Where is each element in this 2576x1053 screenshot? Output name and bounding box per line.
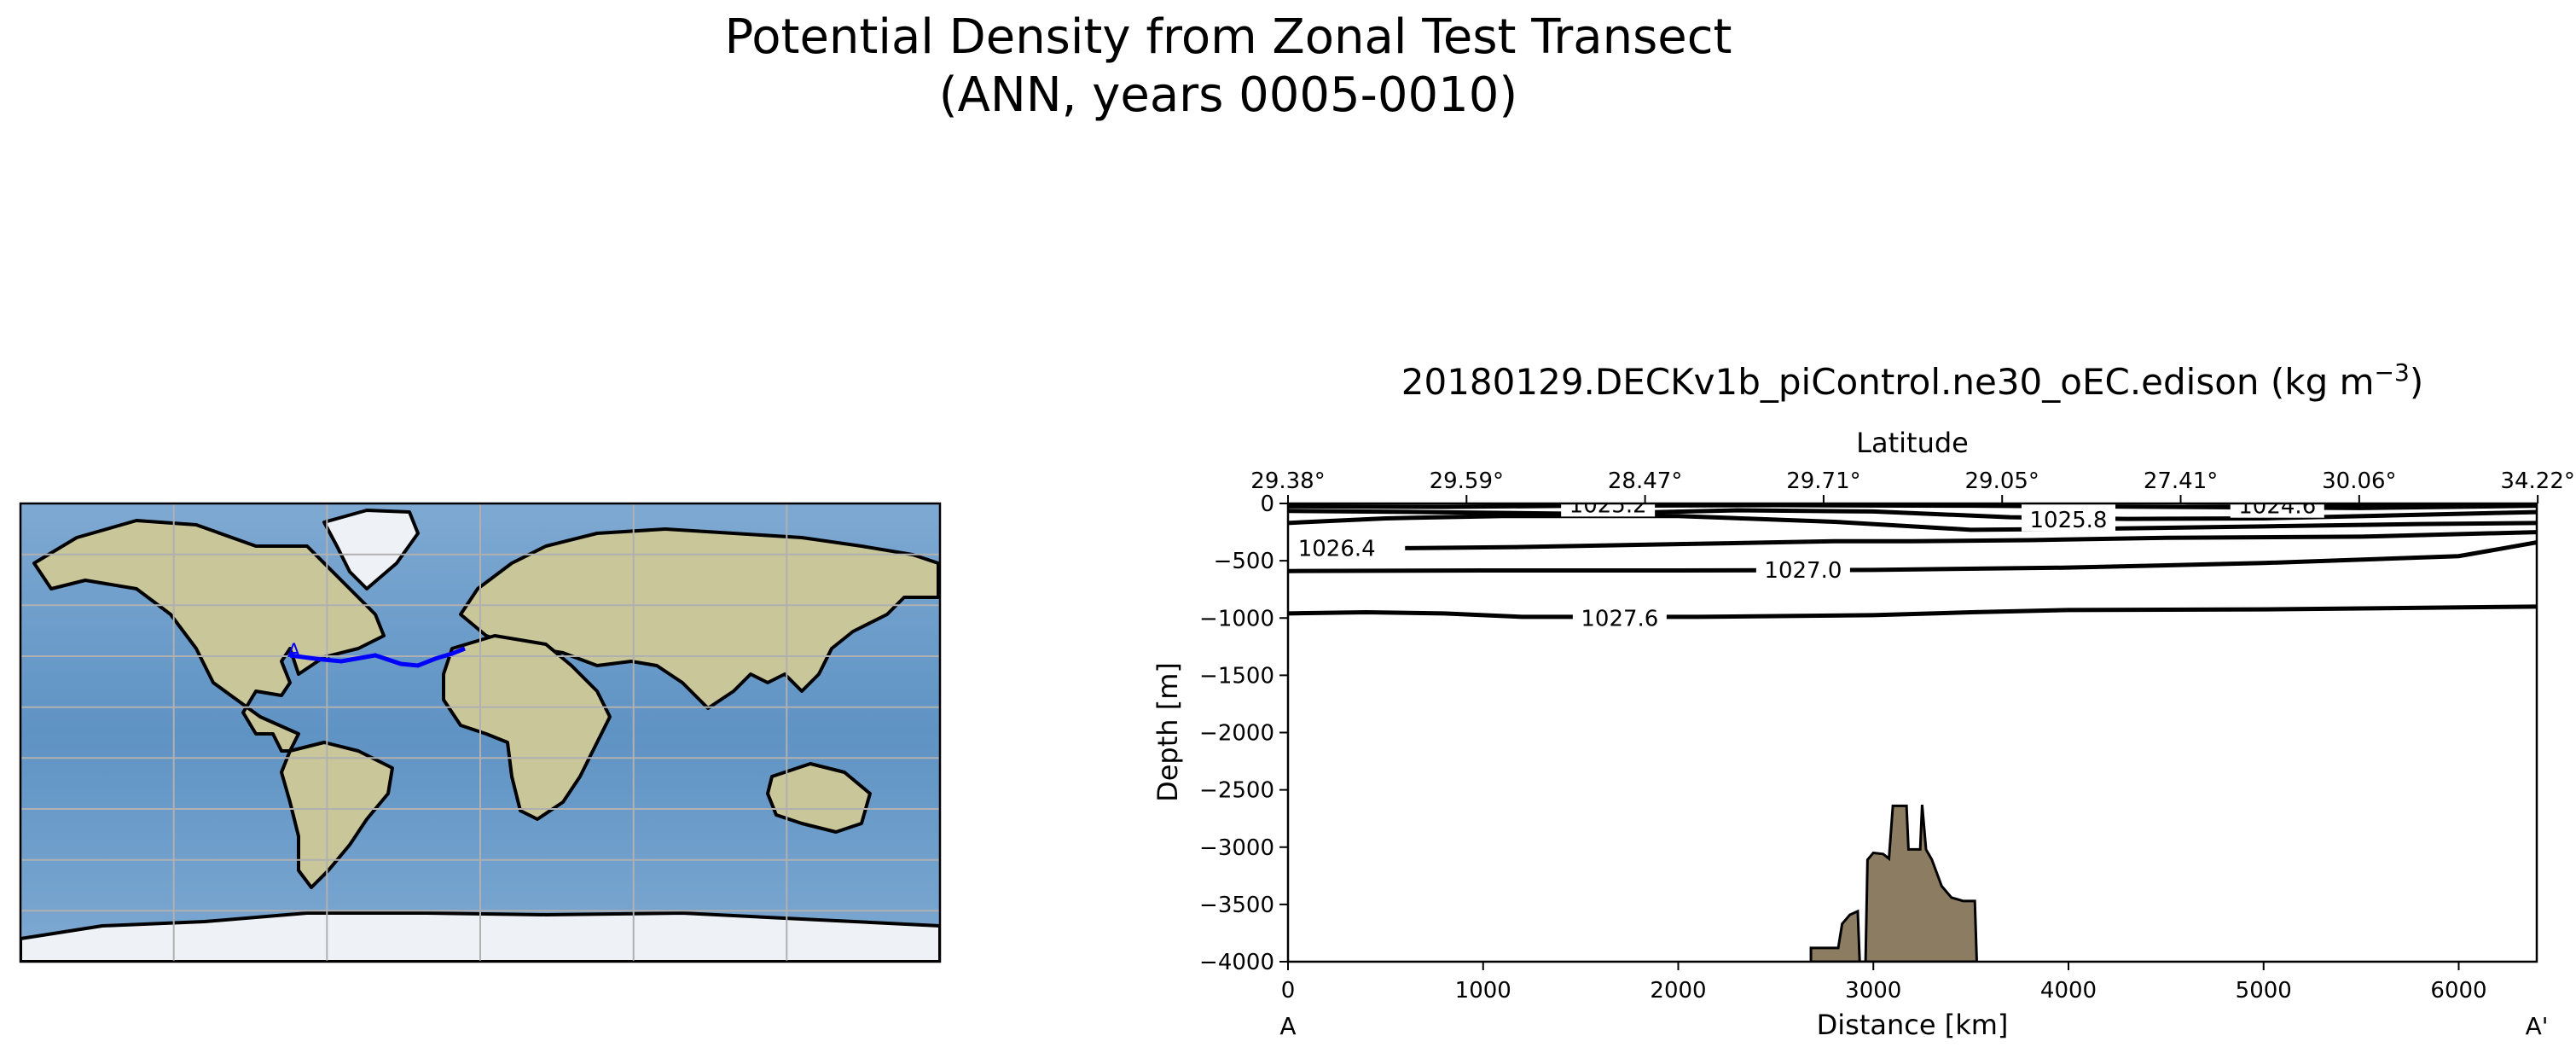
top-tick-label: 29.71° — [1786, 468, 1860, 494]
contour-line-1026-4 — [1405, 530, 2537, 550]
contour-label-bg — [1572, 602, 1667, 631]
contour-label-bg — [1561, 503, 1656, 517]
continent-north-america — [32, 519, 386, 753]
y-tick-label: −3000 — [1199, 835, 1274, 861]
y-tick-label: 0 — [1260, 492, 1274, 517]
figure-title-line1: Potential Density from Zonal Test Transe… — [724, 9, 1732, 65]
y-tick-label: −1500 — [1199, 663, 1274, 689]
y-tick-label: −3500 — [1199, 893, 1274, 918]
contour-line-1026-4 — [1288, 514, 2537, 532]
figure-title: Potential Density from Zonal Test Transe… — [0, 9, 2457, 125]
x-tick-label: 4000 — [2040, 978, 2097, 1004]
top-axis-label: Latitude — [1856, 427, 1969, 459]
contour-label: 1026.4 — [1298, 536, 1376, 561]
y-axis-label: Depth [m] — [1152, 662, 1184, 802]
contour-label-bg — [2230, 503, 2324, 518]
plot-frame — [1286, 502, 2538, 963]
contour-label: 1027.0 — [1764, 558, 1842, 584]
continent-australia — [766, 762, 872, 834]
contour-label: 1025.8 — [2030, 508, 2108, 533]
section-panel: 20180129.DECKv1b_piControl.ne30_oEC.edis… — [1152, 358, 2575, 1041]
x-tick-label: 5000 — [2236, 978, 2292, 1004]
y-tick-label: −2000 — [1199, 721, 1274, 747]
plot-body: 1025.2 1025.8 1024.6 1026.4 1027.0 1027.6 — [1288, 492, 2537, 962]
top-tick-label: 27.41° — [2144, 468, 2218, 494]
y-tick-label: −2500 — [1199, 778, 1274, 804]
continent-africa — [442, 634, 612, 821]
axes-ticks: 0 1000 2000 3000 4000 5000 6000 0 −500 −1000 −1500… — [1199, 468, 2575, 1004]
map-gridlines — [20, 503, 940, 962]
y-tick-label: −500 — [1214, 549, 1274, 574]
contour-line-1027-6 — [1288, 604, 2537, 620]
continent-eurasia — [459, 527, 940, 710]
end-label: A' — [2526, 1012, 2549, 1040]
contour-label: 1024.6 — [2238, 494, 2316, 520]
contour-label: 1025.2 — [1569, 492, 1647, 518]
map-frame — [19, 502, 942, 963]
x-axis-label: Distance [km] — [1817, 1009, 2009, 1041]
continent-south-america — [280, 741, 394, 889]
contour-label-bg — [1290, 532, 1384, 561]
top-tick-label: 29.59° — [1430, 468, 1504, 494]
x-tick-label: 0 — [1281, 978, 1296, 1004]
top-tick-label: 29.05° — [1965, 468, 2039, 494]
y-tick-label: −1000 — [1199, 606, 1274, 631]
map-panel: A — [20, 503, 940, 962]
x-tick-label: 2000 — [1650, 978, 1706, 1004]
x-tick-label: 3000 — [1845, 978, 1901, 1004]
contour-line-1027-0 — [1288, 540, 2537, 573]
top-tick-label: 34.22° — [2500, 468, 2574, 494]
x-tick-label: 6000 — [2430, 978, 2486, 1004]
top-tick-label: 30.06° — [2322, 468, 2396, 494]
top-tick-label: 28.47° — [1608, 468, 1682, 494]
y-tick-label: −4000 — [1199, 950, 1274, 975]
contour-label-bg — [2022, 503, 2115, 532]
figure-title-line2: (ANN, years 0005-0010) — [938, 67, 1518, 123]
contour-label-bg — [1755, 554, 1850, 582]
chart-title: 20180129.DECKv1b_piControl.ne30_oEC.edis… — [1401, 358, 2423, 403]
transect-line — [289, 646, 466, 668]
top-tick-label: 29.38° — [1250, 468, 1325, 494]
x-tick-label: 1000 — [1455, 978, 1511, 1004]
start-label: A — [1279, 1012, 1296, 1040]
contour-label: 1027.6 — [1581, 606, 1658, 631]
contour-line-1025-8 — [1288, 508, 2537, 521]
transect-start-label: A — [287, 641, 300, 662]
bathymetry-fill — [1809, 804, 1978, 962]
